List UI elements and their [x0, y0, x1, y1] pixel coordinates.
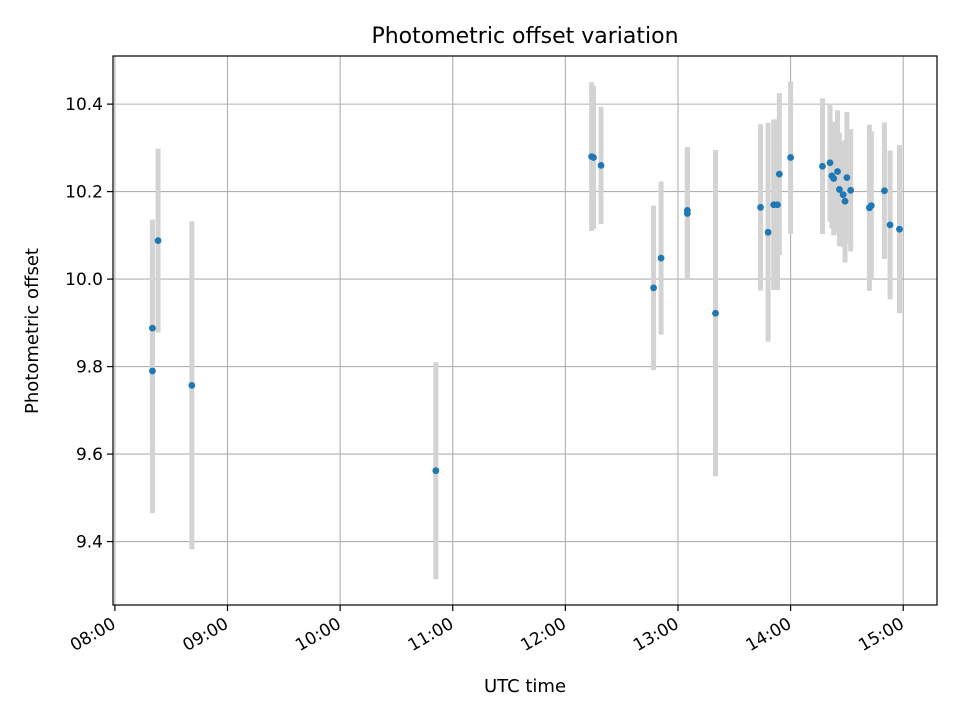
data-point	[839, 191, 847, 199]
data-point	[830, 175, 838, 182]
data-point	[712, 309, 719, 317]
data-point	[774, 201, 781, 209]
data-point	[775, 170, 783, 178]
data-point	[847, 186, 855, 194]
y-tick-label: 9.6	[76, 445, 103, 465]
data-point	[432, 467, 440, 475]
y-axis-label: Photometric offset	[22, 248, 43, 414]
y-tick-label: 9.8	[76, 358, 103, 378]
y-tick-label: 10.2	[65, 183, 103, 203]
data-point	[650, 284, 657, 292]
y-tick-label: 10.4	[65, 95, 103, 115]
data-point	[149, 367, 156, 375]
data-point	[843, 174, 851, 182]
data-point	[826, 159, 834, 167]
y-tick-label: 9.4	[76, 533, 103, 553]
data-point	[835, 186, 843, 193]
x-axis-label: UTC time	[484, 676, 566, 697]
data-point	[867, 202, 875, 210]
data-point	[896, 225, 903, 233]
data-point	[149, 324, 156, 332]
data-point	[881, 187, 888, 195]
data-point	[657, 254, 665, 262]
data-point	[590, 154, 597, 161]
data-point	[597, 161, 605, 169]
data-point	[787, 154, 794, 161]
y-tick-label: 10.0	[65, 270, 103, 290]
data-points	[149, 153, 903, 475]
data-point	[188, 382, 196, 389]
data-point	[834, 168, 841, 175]
data-point	[886, 221, 894, 229]
data-point	[764, 228, 772, 236]
data-point	[819, 162, 826, 170]
chart-title: Photometric offset variation	[371, 24, 678, 49]
data-point	[683, 207, 691, 214]
plot-frame	[112, 55, 938, 606]
grid	[113, 56, 937, 605]
data-point	[154, 237, 162, 245]
data-point	[841, 197, 849, 205]
data-point	[757, 203, 764, 211]
